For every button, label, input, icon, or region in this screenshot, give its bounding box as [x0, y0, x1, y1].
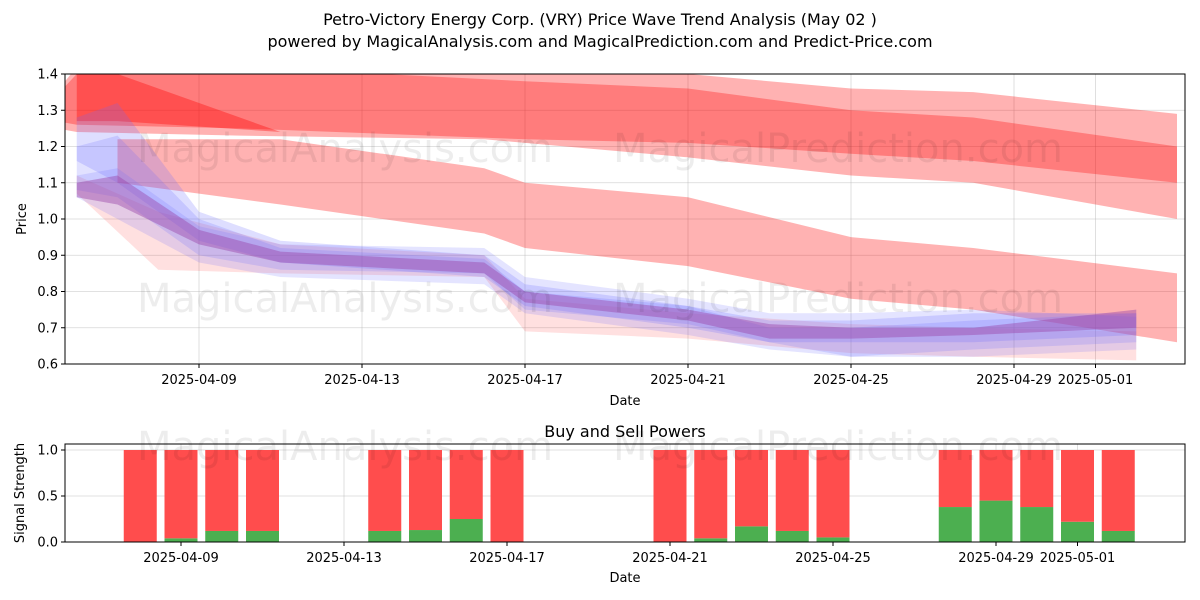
price-y-tick-label: 0.7 [37, 321, 58, 336]
signal-bars [123, 450, 1135, 542]
buy-bar [246, 530, 279, 542]
watermark-prediction-mid: MagicalPrediction.com [613, 276, 1063, 322]
price-y-tick-label: 1.3 [37, 104, 58, 119]
signal-title: Buy and Sell Powers [544, 422, 706, 441]
signal-x-tick-label: 2025-04-21 [632, 551, 708, 566]
signal-y-tick-label: 0.5 [37, 490, 58, 505]
sell-bar [490, 450, 524, 542]
blue-band-wave-4 [76, 175, 1137, 339]
signal-axes-frame [64, 443, 1186, 543]
signal-x-tick-label: 2025-04-13 [306, 551, 382, 566]
watermark-analysis-bottom: MagicalAnalysis.com [137, 424, 553, 470]
sell-bar [938, 450, 972, 508]
red-tint-wave-4 [76, 175, 1137, 339]
buy-bar [1020, 507, 1054, 542]
price-x-tick-label: 2025-04-13 [324, 373, 400, 388]
price-y-tick-label: 0.8 [37, 285, 58, 300]
price-bands [65, 74, 1177, 361]
blue-band-wave-1 [76, 103, 1137, 343]
signal-y-label: Signal Strength [13, 443, 28, 543]
signal-panel: Buy and Sell Powers MagicalAnalysis.com … [13, 422, 1186, 586]
sell-bar [816, 450, 850, 538]
sell-bar [653, 450, 687, 542]
sell-bar [409, 450, 442, 531]
price-y-tick-label: 1.2 [37, 140, 58, 155]
sell-bar [735, 450, 768, 527]
price-panel: MagicalAnalysis.com MagicalPrediction.co… [15, 68, 1186, 409]
sell-bar [449, 450, 483, 519]
blue-band-wave-3 [76, 168, 1137, 357]
buy-bar [775, 530, 809, 542]
watermark-analysis-mid: MagicalAnalysis.com [137, 276, 553, 322]
watermark-prediction-bottom: MagicalPrediction.com [613, 424, 1063, 470]
price-y-tick-label: 1.0 [37, 213, 58, 228]
signal-x-ticks: 2025-04-09 2025-04-13 2025-04-17 2025-04-21… [143, 542, 1115, 566]
buy-bar [816, 537, 850, 542]
signal-x-tick-label: 2025-05-01 [1040, 551, 1116, 566]
price-x-tick-label: 2025-04-17 [487, 373, 563, 388]
price-bands-clip [65, 74, 1177, 361]
buy-bar [368, 530, 402, 542]
buy-bar [409, 530, 442, 542]
price-x-ticks: 2025-04-09 2025-04-13 2025-04-17 2025-04-21… [161, 364, 1133, 388]
sell-bar [123, 450, 157, 542]
price-x-tick-label: 2025-04-29 [976, 373, 1052, 388]
buy-bar [164, 538, 198, 542]
red-band-upper-outer [65, 74, 1177, 219]
sell-bar [979, 450, 1013, 501]
signal-x-label: Date [609, 571, 640, 586]
price-y-tick-label: 1.4 [37, 68, 58, 83]
price-gridlines [65, 73, 1185, 365]
sell-bar [1061, 450, 1094, 522]
chart-subtitle: powered by MagicalAnalysis.com and Magic… [267, 32, 932, 51]
watermark-prediction-top: MagicalPrediction.com [613, 126, 1063, 172]
signal-y-tick-label: 0.0 [37, 536, 58, 551]
price-x-tick-label: 2025-04-09 [161, 373, 237, 388]
signal-y-ticks: 0.0 0.5 1.0 [37, 444, 65, 551]
buy-bar [205, 530, 239, 542]
red-band-upper-inner [65, 74, 1177, 183]
red-band-lower-pink [76, 175, 1137, 361]
price-x-tick-label: 2025-04-21 [650, 373, 726, 388]
buy-bar [1101, 530, 1135, 542]
chart-title: Petro-Victory Energy Corp. (VRY) Price W… [323, 10, 877, 29]
watermark-analysis-top: MagicalAnalysis.com [137, 126, 553, 172]
buy-bar [938, 507, 972, 542]
sell-bar [246, 450, 279, 531]
price-y-tick-label: 1.1 [37, 176, 58, 191]
signal-x-tick-label: 2025-04-25 [795, 551, 871, 566]
buy-bar [1061, 521, 1094, 542]
signal-x-tick-label: 2025-04-29 [958, 551, 1034, 566]
signal-x-tick-label: 2025-04-09 [143, 551, 219, 566]
buy-bar [979, 500, 1013, 542]
price-y-tick-label: 0.6 [37, 358, 58, 373]
signal-x-tick-label: 2025-04-17 [469, 551, 545, 566]
buy-bar [694, 538, 728, 542]
sell-bar [164, 450, 198, 539]
price-x-tick-label: 2025-05-01 [1058, 373, 1134, 388]
price-y-tick-label: 0.9 [37, 249, 58, 264]
buy-bar [449, 519, 483, 542]
signal-y-tick-label: 1.0 [37, 444, 58, 459]
sell-bar [205, 450, 239, 531]
sell-bar [1020, 450, 1054, 508]
sell-bar [694, 450, 728, 539]
sell-bar [775, 450, 809, 531]
red-band-spike [76, 74, 281, 132]
red-band-middle [117, 139, 1177, 343]
buy-bar [735, 526, 768, 542]
price-y-ticks: 0.6 0.7 0.8 0.9 1.0 1.1 1.2 1.3 1.4 [37, 68, 65, 373]
sell-bar [1101, 450, 1135, 531]
price-x-tick-label: 2025-04-25 [813, 373, 889, 388]
blue-band-wave-2 [76, 135, 1137, 357]
price-x-label: Date [609, 394, 640, 409]
price-y-label: Price [15, 203, 30, 235]
sell-bar [368, 450, 402, 531]
